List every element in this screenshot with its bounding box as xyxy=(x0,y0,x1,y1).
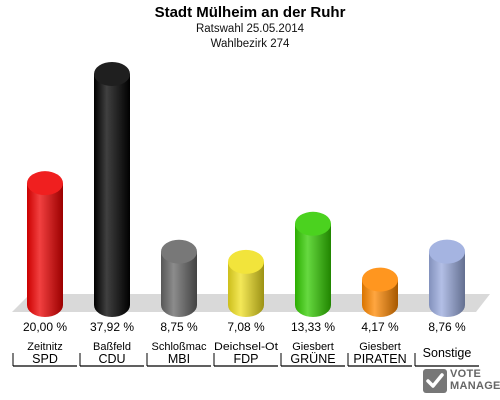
bar-piraten xyxy=(362,267,398,317)
vote-manager-logo: VOTE MANAGER xyxy=(422,366,500,396)
bar-grüne xyxy=(295,211,331,317)
chart-subtitle-district: Wahlbezirk 274 xyxy=(210,38,290,50)
chart-header: Stadt Mülheim an der Ruhr Ratswahl 25.05… xyxy=(0,4,500,52)
logo-text: VOTE MANAGER xyxy=(450,368,500,392)
candidate-label: Giesbert xyxy=(359,341,401,353)
value-label: 7,08 % xyxy=(227,320,265,334)
checkmark-icon xyxy=(423,369,447,393)
candidate-label: Giesbert xyxy=(292,341,334,353)
candidate-label: Schloßmac xyxy=(151,341,207,353)
bar-cdu xyxy=(94,62,130,317)
value-label: 8,75 % xyxy=(160,320,198,334)
value-label: 37,92 % xyxy=(90,320,134,334)
bar-spd xyxy=(27,171,63,317)
bar-sonstige xyxy=(429,239,465,317)
value-label: 8,76 % xyxy=(428,320,466,334)
bar-mbi xyxy=(161,239,197,317)
logo-line2: MANAGER xyxy=(450,380,500,392)
party-label: PIRATEN xyxy=(353,352,406,366)
candidate-label: Deichsel-Ot xyxy=(214,341,278,353)
party-label: FDP xyxy=(234,352,259,366)
value-label: 20,00 % xyxy=(23,320,67,334)
party-label: GRÜNE xyxy=(290,352,335,366)
value-label: 13,33 % xyxy=(291,320,335,334)
party-label: Sonstige xyxy=(423,346,472,360)
party-label: MBI xyxy=(168,352,190,366)
bar-fdp xyxy=(228,249,264,317)
candidate-label: Zeitnitz xyxy=(27,341,62,353)
party-label: SPD xyxy=(32,352,58,366)
value-label: 4,17 % xyxy=(361,320,399,334)
logo-line1: VOTE xyxy=(450,368,482,380)
chart-subtitle-date: Ratswahl 25.05.2014 xyxy=(195,23,305,35)
party-label: CDU xyxy=(98,352,125,366)
candidate-label: Baßfeld xyxy=(93,341,131,353)
chart-title: Stadt Mülheim an der Ruhr xyxy=(154,4,346,21)
